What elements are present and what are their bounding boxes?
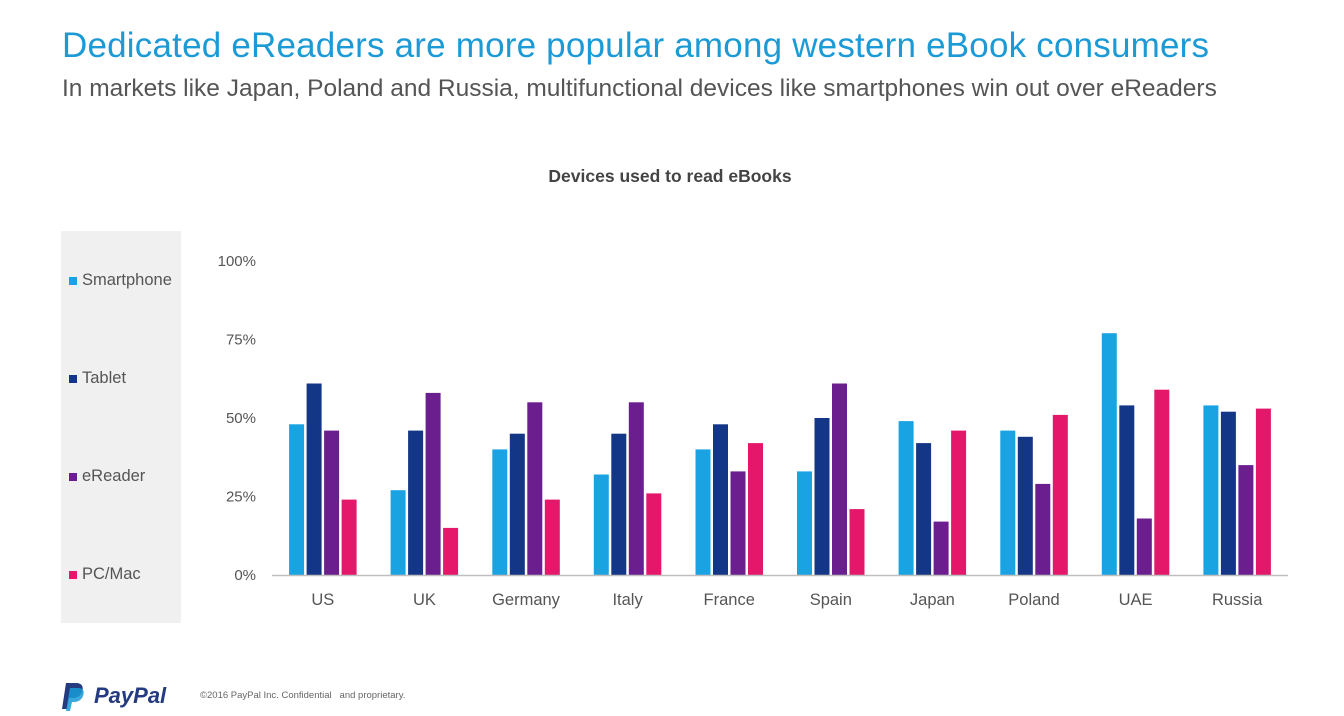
x-tick-label: Italy [612,591,643,609]
bar-tablet-italy [611,433,627,575]
bar-smartphone-japan [898,421,914,575]
bar-tablet-uk [408,430,424,575]
legend-swatch-ereader [69,472,77,481]
bar-ereader-uae [1136,518,1152,575]
bar-smartphone-italy [593,474,609,575]
legend-label-smartphone: Smartphone [82,271,172,289]
bar-tablet-poland [1017,436,1033,575]
legend-swatch-smartphone [69,276,77,285]
bar-ereader-poland [1035,483,1051,575]
bar-smartphone-russia [1203,405,1219,575]
y-tick-label: 0% [234,567,256,584]
x-tick-label: UAE [1119,591,1153,609]
legend-swatch-tablet [69,374,77,383]
bar-smartphone-germany [492,449,508,575]
bar-pcmac-poland [1052,414,1068,575]
x-tick-label: Germany [492,591,561,609]
bar-ereader-us [324,430,340,575]
bar-pcmac-germany [544,499,560,575]
bar-tablet-us [306,383,322,575]
legend-item-ereader: eReader [69,467,145,486]
bar-pcmac-uae [1154,389,1170,575]
page-subtitle: In markets like Japan, Poland and Russia… [62,75,1217,102]
bar-tablet-japan [916,443,932,575]
bar-ereader-russia [1238,465,1254,575]
legend: Smartphone Tablet eReader PC/Mac [61,231,181,623]
bar-pcmac-us [341,499,357,575]
legend-item-smartphone: Smartphone [69,271,172,290]
x-tick-label: US [311,591,334,609]
bar-pcmac-uk [443,527,459,575]
x-tick-label: Russia [1212,591,1263,609]
legend-item-pcmac: PC/Mac [69,565,141,584]
bar-ereader-france [730,471,746,575]
bar-smartphone-uk [390,490,406,575]
x-tick-label: France [704,591,755,609]
paypal-mark-icon [62,683,84,711]
bar-pcmac-spain [849,509,865,575]
legend-swatch-pcmac [69,570,77,579]
bar-ereader-spain [832,383,847,575]
bar-pcmac-japan [951,430,967,575]
bar-smartphone-poland [1000,430,1016,575]
y-tick-label: 25% [226,489,256,506]
bar-pcmac-russia [1255,408,1271,575]
bar-tablet-france [713,424,728,575]
legend-label-ereader: eReader [82,467,146,485]
y-tick-label: 100% [218,253,256,270]
legend-label-pcmac: PC/Mac [82,565,141,583]
paypal-logo: PayPal [60,680,166,712]
bar-ereader-italy [628,402,644,575]
legend-item-tablet: Tablet [69,369,126,388]
legend-label-tablet: Tablet [82,369,127,387]
bar-pcmac-france [748,443,763,575]
x-tick-label: Poland [1008,591,1059,609]
bar-tablet-germany [509,433,525,575]
bar-pcmac-italy [646,493,662,575]
bar-tablet-russia [1220,411,1236,575]
bar-smartphone-france [695,449,711,575]
bar-tablet-uae [1119,405,1135,575]
copyright-text: ©2016 PayPal Inc. Confidential and propr… [200,690,406,701]
bar-tablet-spain [814,418,830,575]
x-tick-label: Spain [810,591,852,609]
y-tick-label: 75% [226,332,256,349]
bar-ereader-japan [933,521,949,575]
x-tick-label: Japan [910,591,955,609]
logo-text: PayPal [94,683,167,708]
bar-smartphone-spain [797,471,812,575]
page-title: Dedicated eReaders are more popular amon… [62,26,1210,65]
bar-smartphone-us [289,424,305,575]
y-tick-label: 50% [226,410,256,427]
chart-title: Devices used to read eBooks [548,166,792,186]
bar-ereader-uk [425,392,441,575]
bar-smartphone-uae [1101,333,1117,575]
x-tick-label: UK [413,591,436,609]
bar-ereader-germany [527,402,543,575]
